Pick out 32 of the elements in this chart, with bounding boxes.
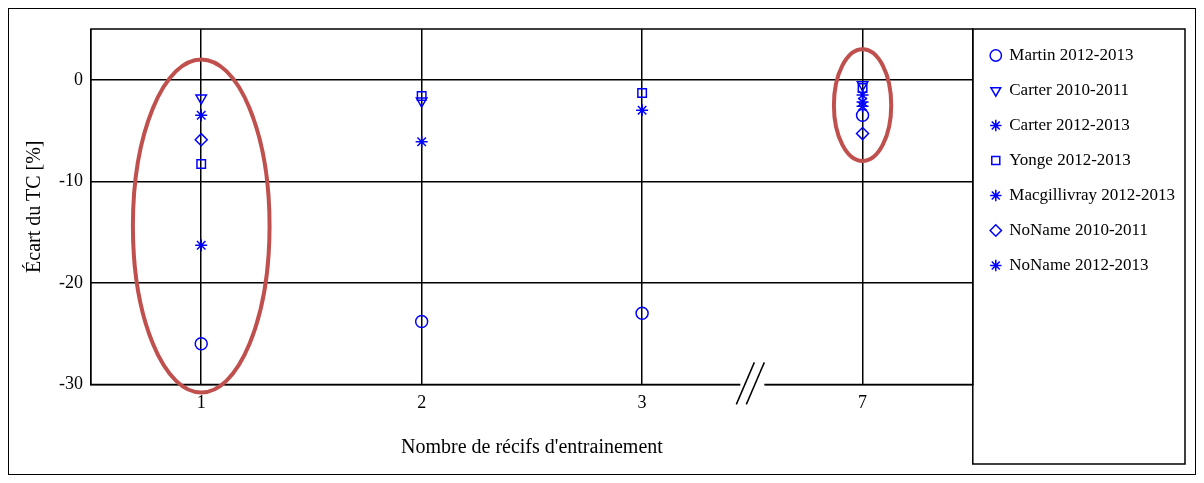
point [415,97,428,108]
legend-label: Martin 2012-2013 [1009,44,1134,64]
point [194,108,208,123]
point [414,314,429,329]
y-tick-label: -10 [58,170,83,191]
point [635,103,649,117]
point [855,126,870,141]
y-tick-label: 0 [73,68,83,89]
point [414,134,429,149]
point [635,306,649,321]
x-tick-label: 3 [637,391,647,412]
legend-label: Yonge 2012-2013 [1009,149,1131,169]
point [194,238,208,253]
point [637,87,648,98]
legend-label: Macgillivray 2012-2013 [1009,184,1175,204]
x-axis-title: Nombre de récifs d'entrainement [400,435,664,458]
point [855,108,870,123]
point [194,337,208,351]
y-axis-title: Écart du TC [%] [22,140,45,273]
x-tick-label: 7 [858,391,868,412]
point [196,159,207,170]
y-tick-label: -30 [58,373,83,394]
y-tick-label: -20 [58,271,83,292]
x-tick-label: 2 [417,391,427,412]
x-tick-label: 1 [196,391,206,412]
legend-label: NoName 2010-2011 [1009,219,1148,239]
legend-label: Carter 2010-2011 [1009,79,1130,99]
point [416,91,427,102]
legend-label: NoName 2012-2013 [1009,254,1149,274]
point [195,94,208,105]
point [194,132,208,147]
legend-label: Carter 2012-2013 [1009,114,1130,134]
